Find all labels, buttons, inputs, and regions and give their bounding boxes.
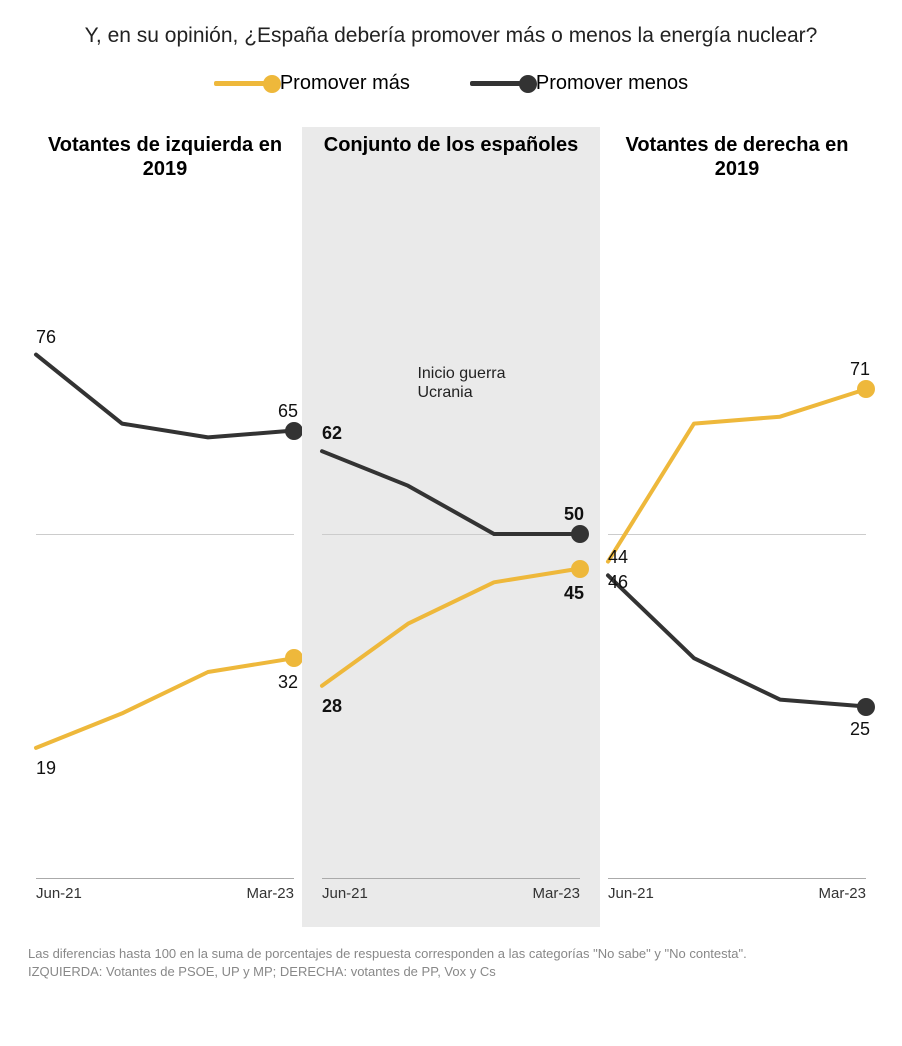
series-dot-more	[285, 649, 303, 667]
series-line-more	[36, 658, 294, 748]
label-end-more: 45	[564, 583, 584, 604]
series-dot-more	[571, 560, 589, 578]
chart-area-right: 46714425	[608, 189, 866, 879]
series-dot-more	[857, 380, 875, 398]
series-line-less	[608, 575, 866, 706]
chart-panels: Votantes de izquierda en 201919327665Jun…	[28, 127, 874, 927]
label-start-less: 76	[36, 327, 56, 348]
axis-labels: Jun-21 Mar-23	[322, 885, 580, 902]
legend-label-more: Promover más	[280, 72, 410, 95]
chart-svg	[608, 189, 866, 879]
panel-right: Votantes de derecha en 201946714425Jun-2…	[600, 127, 874, 927]
series-dot-less	[571, 525, 589, 543]
axis-label-start: Jun-21	[322, 885, 368, 902]
label-end-less: 65	[278, 401, 298, 422]
legend-dot-more	[263, 75, 281, 93]
axis-labels: Jun-21 Mar-23	[608, 885, 866, 902]
legend-line-more	[214, 81, 272, 86]
label-start-less: 44	[608, 547, 628, 568]
legend-dot-less	[519, 75, 537, 93]
label-end-less: 50	[564, 504, 584, 525]
legend-item-less: Promover menos	[470, 72, 688, 95]
label-end-more: 32	[278, 672, 298, 693]
series-line-more	[322, 569, 580, 686]
series-line-less	[322, 451, 580, 534]
panel-title-center: Conjunto de los españoles	[322, 127, 580, 189]
chart-svg	[36, 189, 294, 879]
axis-label-end: Mar-23	[246, 885, 294, 902]
panel-title-left: Votantes de izquierda en 2019	[36, 127, 294, 189]
axis-label-end: Mar-23	[818, 885, 866, 902]
label-end-more: 71	[850, 359, 870, 380]
series-line-more	[608, 389, 866, 561]
chart-svg	[322, 189, 580, 879]
label-end-less: 25	[850, 719, 870, 740]
panel-title-right: Votantes de derecha en 2019	[608, 127, 866, 189]
axis-label-start: Jun-21	[36, 885, 82, 902]
label-start-more: 46	[608, 572, 628, 593]
label-start-less: 62	[322, 423, 342, 444]
series-dot-less	[857, 698, 875, 716]
panel-center: Conjunto de los españoles28456250Inicio …	[302, 127, 600, 927]
chart-area-center: 28456250Inicio guerraUcrania	[322, 189, 580, 879]
axis-label-end: Mar-23	[532, 885, 580, 902]
label-start-more: 28	[322, 696, 342, 717]
chart-title: Y, en su opinión, ¿España debería promov…	[28, 24, 874, 48]
annotation-ukraine: Inicio guerraUcrania	[417, 364, 505, 402]
legend-line-less	[470, 81, 528, 86]
axis-label-start: Jun-21	[608, 885, 654, 902]
label-start-more: 19	[36, 758, 56, 779]
series-line-less	[36, 355, 294, 438]
legend-item-more: Promover más	[214, 72, 410, 95]
footnote: Las diferencias hasta 100 en la suma de …	[28, 945, 874, 981]
legend: Promover más Promover menos	[28, 72, 874, 95]
panel-left: Votantes de izquierda en 201919327665Jun…	[28, 127, 302, 927]
chart-area-left: 19327665	[36, 189, 294, 879]
series-dot-less	[285, 422, 303, 440]
legend-label-less: Promover menos	[536, 72, 688, 95]
footnote-line-1: Las diferencias hasta 100 en la suma de …	[28, 945, 874, 963]
axis-labels: Jun-21 Mar-23	[36, 885, 294, 902]
footnote-line-2: IZQUIERDA: Votantes de PSOE, UP y MP; DE…	[28, 963, 874, 981]
